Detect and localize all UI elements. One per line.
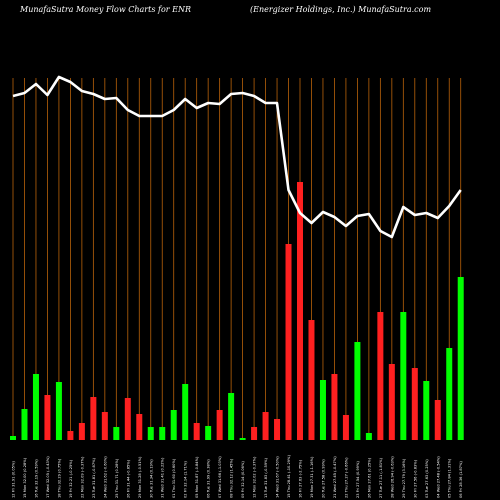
tick-label: 15 Thu 28.41 (-10.29%) — [287, 455, 291, 498]
volume-bar: Fri 19 Jul 2024 — [67, 431, 74, 440]
volume-bar: Fri 26 Jul 2024 — [124, 398, 131, 440]
tick-label: 08 Thu 32.12 (1.45%) — [230, 458, 234, 498]
tick-label: 17 Wed 32.05 (-0.43%) — [46, 456, 50, 498]
tick-label: 12 Fri 31.91 (0.05%) — [12, 461, 16, 498]
volume-bar: Tue 13 Aug 2024 — [262, 412, 269, 440]
tick-label: 15 Mon 32.00 (0.28%) — [23, 457, 27, 498]
tick-label: 21 Wed 27.45 (-0.47%) — [333, 456, 337, 498]
volume-bar: Wed 28 Aug 2024 — [388, 364, 395, 440]
volume-bar: Tue 03 Sep 2024 — [423, 381, 430, 440]
volume-bar: Tue 20 Aug 2024 — [319, 380, 326, 440]
tick-label: 06 Fri 28.36 (1.87%) — [459, 461, 463, 498]
tick-label: 04 Wed 27.48 (-0.54%) — [436, 456, 440, 498]
tick-label: 16 Tue 32.19 (0.59%) — [34, 459, 38, 498]
volume-bar: Mon 15 Jul 2024 — [21, 409, 28, 440]
tick-label: 22 Thu 27.27 (-0.66%) — [344, 457, 348, 498]
site-title: (Energizer Holdings, Inc.) MunafaSutra.c… — [250, 5, 432, 14]
tick-label: 13 Tue 31.83 (-0.59%) — [264, 457, 268, 498]
volume-bar: Thu 18 Jul 2024 — [55, 382, 62, 440]
volume-bar: Wed 17 Jul 2024 — [44, 395, 51, 440]
volume-bar: Wed 14 Aug 2024 — [274, 419, 281, 440]
tick-label: 26 Mon 27.61 (0.25%) — [367, 457, 371, 498]
tick-label: 28 Wed 26.94 (-0.63%) — [390, 456, 394, 498]
grid-lines — [12, 78, 462, 440]
tick-labels: 12 Fri 31.91 (0.05%) 15 Mon 32.00 (0.28%)… — [12, 455, 464, 498]
tick-label: 03 Tue 27.63 (0.25%) — [425, 459, 429, 498]
volume-bar: Thu 08 Aug 2024 — [228, 393, 235, 440]
volume-bar: Mon 22 Jul 2024 — [78, 423, 85, 440]
tick-label: 25 Thu 31.71 (0.28%) — [115, 458, 119, 498]
volume-bar: Fri 06 Sep 2024 — [457, 277, 464, 440]
volume-bar: Fri 09 Aug 2024 — [239, 438, 246, 440]
volume-bar: Mon 26 Aug 2024 — [365, 433, 372, 440]
volume-bar: Thu 29 Aug 2024 — [400, 312, 407, 440]
tick-label: 05 Mon 31.87 (-0.84%) — [195, 456, 199, 498]
tick-label: 29 Thu 27.79 (3.16%) — [402, 458, 406, 498]
tick-label: 01 Thu 31.60 (0.60%) — [172, 458, 176, 498]
volume-bars: Fri 12 Jul 2024 Mon 15 Jul 2024 Tue 16 Jul… — [10, 182, 464, 440]
volume-bar: Mon 29 Jul 2024 — [136, 414, 143, 440]
volume-bar: Tue 30 Jul 2024 — [147, 427, 154, 440]
volume-bar: Thu 01 Aug 2024 — [170, 410, 177, 440]
tick-label: 07 Wed 31.66 (-1.03%) — [218, 456, 222, 498]
volume-bar: Mon 19 Aug 2024 — [308, 320, 315, 440]
volume-bar: Tue 06 Aug 2024 — [205, 426, 212, 440]
tick-label: 31 Wed 31.41 (0.22%) — [161, 457, 165, 498]
tick-label: 19 Mon 27.31 (-1.16%) — [310, 456, 314, 498]
tick-label: 12 Mon 32.02 (-0.37%) — [253, 456, 257, 498]
tick-label: 29 Mon 31.28 (-0.51%) — [138, 456, 142, 498]
tick-label: 14 Wed 31.67 (-0.50%) — [276, 456, 280, 498]
volume-bar: Mon 05 Aug 2024 — [193, 423, 200, 440]
volume-bar: Fri 12 Jul 2024 — [10, 436, 16, 440]
tick-label: 02 Fri 32.14 (1.71%) — [184, 461, 188, 498]
volume-bar: Fri 23 Aug 2024 — [354, 342, 361, 440]
volume-bar: Wed 31 Jul 2024 — [159, 427, 166, 440]
tick-label: 30 Fri 27.56 (-0.83%) — [413, 459, 417, 498]
tick-label: 18 Thu 32.29 (0.75%) — [57, 458, 61, 498]
volume-bar: Tue 16 Jul 2024 — [32, 374, 39, 440]
tick-label: 30 Tue 31.34 (0.19%) — [149, 459, 153, 498]
volume-bar: Tue 27 Aug 2024 — [377, 312, 384, 440]
volume-bar: Thu 25 Jul 2024 — [113, 427, 120, 440]
volume-bar: Wed 04 Sep 2024 — [434, 400, 441, 440]
volume-bar: Tue 23 Jul 2024 — [90, 397, 97, 440]
volume-bar: Thu 15 Aug 2024 — [285, 244, 292, 440]
tick-label: 19 Fri 32.21 (-0.25%) — [69, 459, 73, 498]
volume-bar: Fri 02 Aug 2024 — [182, 384, 189, 440]
volume-bar: Wed 24 Jul 2024 — [101, 412, 108, 440]
tick-label: 16 Fri 27.63 (-2.75%) — [299, 459, 303, 498]
volume-bar: Fri 16 Aug 2024 — [297, 182, 303, 440]
price-line — [12, 75, 462, 239]
volume-bar: Thu 22 Aug 2024 — [342, 415, 349, 440]
tick-label: 23 Tue 31.81 (-0.87%) — [92, 457, 96, 498]
volume-bar: Wed 21 Aug 2024 — [331, 374, 338, 440]
tick-label: 26 Fri 31.44 (-0.85%) — [126, 459, 130, 498]
tick-label: 23 Fri 27.54 (0.99%) — [356, 461, 360, 498]
tick-label: 27 Tue 27.11 (-1.81%) — [379, 457, 383, 498]
tick-label: 24 Wed 31.62 (-0.60%) — [103, 456, 107, 498]
volume-bar: Wed 07 Aug 2024 — [216, 410, 223, 440]
tick-label: 05 Thu 27.84 (1.31%) — [448, 458, 452, 498]
volume-bar: Fri 30 Aug 2024 — [411, 368, 418, 440]
volume-bar: Mon 12 Aug 2024 — [251, 427, 258, 440]
tick-label: 20 Tue 27.58 (0.99%) — [321, 459, 325, 498]
volume-bar: Thu 05 Sep 2024 — [446, 348, 453, 440]
tick-label: 22 Mon 32.09 (-0.37%) — [80, 456, 84, 498]
tick-label: 09 Fri 32.14 (0.06%) — [241, 461, 245, 498]
tick-label: 06 Tue 31.99 (0.38%) — [207, 459, 211, 498]
chart-title: MunafaSutra Money Flow Charts for ENR — [20, 5, 191, 14]
